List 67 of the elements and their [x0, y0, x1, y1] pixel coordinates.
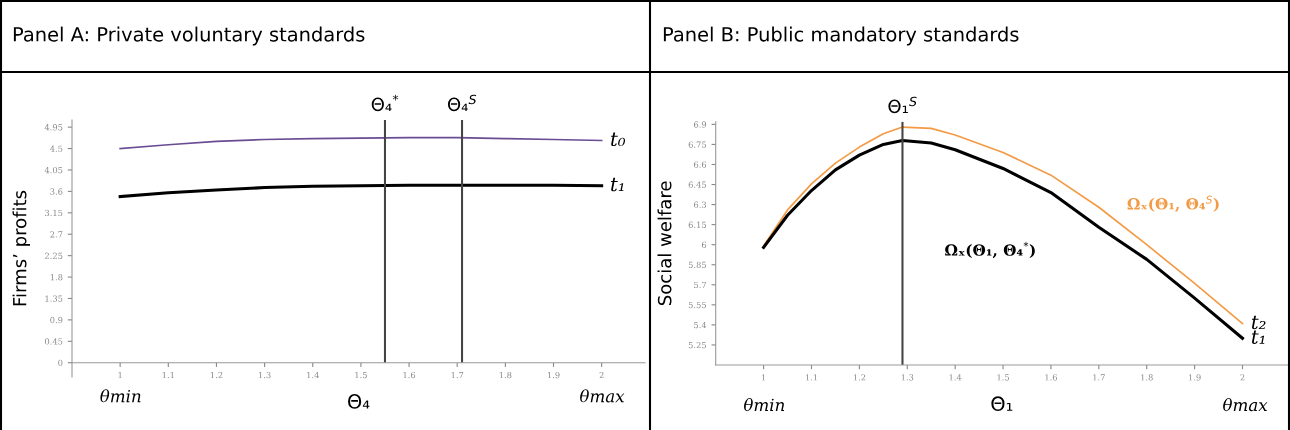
y-tick-label: 5.4 [694, 321, 707, 329]
chart-title: Panel A: Private voluntary standards [13, 26, 365, 46]
x-tick-label: 1 [118, 371, 122, 379]
x-tick-label: 1.7 [451, 371, 464, 379]
x-tick-label: 1.6 [1045, 374, 1058, 381]
annotation: Ωₓ(Θ₁, Θ₄$^{*}$) [945, 241, 1035, 259]
y-tick-label: 0.45 [44, 338, 63, 345]
x-tick-label: 1.4 [949, 374, 962, 381]
x-tick-label: 1 [761, 374, 766, 381]
x-tick-label: 2 [599, 371, 604, 379]
y-tick-label: 4.05 [44, 166, 63, 174]
y-tick-label: 3.15 [45, 209, 63, 217]
x-tick-label: 1.9 [1189, 374, 1201, 381]
series-label: t₂ [1251, 315, 1266, 330]
x-tick-label: 1.5 [355, 371, 367, 379]
y-tick-label: 5.85 [688, 261, 707, 269]
y-tick-label: 1.35 [45, 295, 63, 302]
x-axis-title: Θ₁ [991, 396, 1013, 412]
y-tick-label: 6.75 [688, 141, 707, 148]
y-tick-label: 1.8 [50, 274, 63, 281]
x-tick-label: 1.3 [259, 371, 271, 379]
text: θmin [743, 398, 785, 412]
y-tick-label: 4.95 [44, 124, 63, 131]
y-tick-label: 6.9 [693, 121, 707, 128]
x-tick-label: 1.8 [499, 371, 512, 379]
series-label: t₁ [611, 177, 624, 192]
x-tick-label: 1.9 [547, 371, 560, 379]
y-tick-label: 0 [58, 359, 63, 367]
y-tick-label: 4.5 [49, 145, 63, 152]
x-tick-label: 1.7 [1093, 374, 1105, 381]
y-tick-label: 0.9 [50, 316, 63, 324]
ref-line-label: Θ₄$^{*}$ [371, 94, 399, 112]
x-axis-title: Θ₄ [348, 394, 370, 409]
series-label: t₀ [611, 132, 626, 147]
y-tick-label: 6.3 [693, 201, 707, 208]
y-tick-label: 6 [701, 241, 707, 248]
y-tick-label: 6.15 [688, 221, 707, 228]
line-series [118, 183, 604, 199]
ref-line-label: Θ₄$^{S}$ [447, 94, 477, 112]
x-tick-label: 1.5 [997, 374, 1010, 381]
x-tick-label: 1.4 [307, 371, 319, 379]
y-tick-label: 6.6 [693, 161, 707, 168]
annotation: Ωₓ(Θ₁, Θ₄$^{S}$) [1127, 195, 1219, 212]
x-tick-label: 1.8 [1141, 374, 1153, 381]
y-tick-label: 5.55 [688, 301, 707, 309]
x-tick-label: 1.2 [210, 371, 223, 379]
x-tick-label: 1.1 [805, 374, 817, 381]
ref-line-label: Θ₁$^{S}$ [888, 96, 917, 114]
x-tick-label: 1.3 [901, 374, 914, 381]
y-tick-label: 2.7 [50, 231, 63, 238]
text: θmax [580, 389, 625, 403]
x-tick-label: 1.2 [853, 374, 866, 381]
text: θmin [100, 389, 141, 403]
chart-title: Panel B: Public mandatory standards [663, 26, 1019, 46]
y-tick-label: 5.7 [694, 281, 707, 289]
y-tick-label: 3.6 [50, 188, 63, 195]
y-tick-label: 5.25 [688, 341, 707, 349]
line-series [119, 136, 603, 150]
text: θmax [1223, 398, 1268, 412]
x-tick-label: 1.6 [403, 371, 416, 379]
x-tick-label: 1.1 [162, 371, 174, 379]
y-tick-label: 6.45 [688, 181, 707, 188]
series-label: t₁ [1251, 330, 1265, 344]
x-tick-label: 2 [1240, 374, 1245, 381]
y-tick-label: 2.25 [44, 252, 63, 259]
y-axis-title: Social welfare [657, 181, 672, 306]
y-axis-title: Firms’ profits [12, 190, 30, 306]
